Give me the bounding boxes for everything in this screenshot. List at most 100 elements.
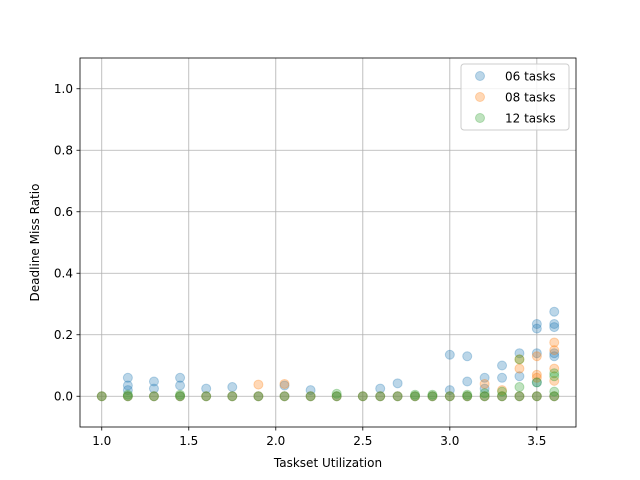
y-tick-label: 0.6 bbox=[54, 205, 73, 219]
data-point bbox=[531, 348, 542, 359]
data-point bbox=[201, 391, 212, 402]
data-point bbox=[410, 391, 421, 402]
data-point bbox=[549, 348, 560, 359]
y-axis-label: Deadline Miss Ratio bbox=[28, 184, 42, 302]
y-tick-label: 0.8 bbox=[54, 144, 73, 158]
data-point bbox=[410, 391, 421, 402]
data-point bbox=[514, 382, 525, 393]
data-point bbox=[514, 391, 525, 402]
data-point bbox=[375, 391, 386, 402]
data-point bbox=[392, 391, 403, 402]
data-point bbox=[427, 389, 438, 400]
data-point bbox=[549, 306, 560, 317]
data-point bbox=[531, 391, 542, 402]
data-point bbox=[227, 391, 238, 402]
data-point bbox=[148, 391, 159, 402]
data-point bbox=[331, 391, 342, 402]
data-point bbox=[175, 372, 186, 383]
y-tick-label: 0.2 bbox=[54, 328, 73, 342]
data-point bbox=[549, 375, 560, 386]
data-point bbox=[331, 391, 342, 402]
data-point bbox=[514, 371, 525, 382]
data-point bbox=[531, 318, 542, 329]
data-point bbox=[357, 391, 368, 402]
data-point bbox=[331, 391, 342, 402]
legend-entry-label: 06 tasks bbox=[505, 69, 556, 83]
data-point bbox=[444, 391, 455, 402]
data-point bbox=[279, 391, 290, 402]
data-point bbox=[427, 391, 438, 402]
data-point bbox=[531, 369, 542, 380]
data-point bbox=[549, 322, 560, 333]
data-point bbox=[531, 391, 542, 402]
data-point bbox=[514, 348, 525, 359]
data-point bbox=[375, 391, 386, 402]
data-point bbox=[479, 383, 490, 394]
data-point bbox=[549, 391, 560, 402]
data-point bbox=[96, 391, 107, 402]
data-point bbox=[175, 391, 186, 402]
data-point bbox=[253, 391, 264, 402]
data-point bbox=[462, 376, 473, 387]
y-tick-label: 0.4 bbox=[54, 267, 73, 281]
data-point bbox=[175, 391, 186, 402]
x-tick-label: 1.5 bbox=[179, 434, 198, 448]
data-point bbox=[175, 391, 186, 402]
data-point bbox=[279, 378, 290, 389]
plot-frame bbox=[79, 57, 577, 428]
data-point bbox=[514, 363, 525, 374]
data-point bbox=[514, 391, 525, 402]
x-tick-label: 2.5 bbox=[353, 434, 372, 448]
data-point bbox=[497, 391, 508, 402]
data-point bbox=[148, 376, 159, 387]
data-point bbox=[479, 388, 490, 399]
data-point bbox=[497, 391, 508, 402]
y-tick-label: 1.0 bbox=[54, 82, 73, 96]
data-point bbox=[497, 391, 508, 402]
data-point bbox=[279, 391, 290, 402]
axis-ticks: 1.0 1.5 2.0 2.5 3.0 3.5 0.0 0.2 0.4 0.6 0.8 1.0 bbox=[54, 82, 546, 448]
y-tick-label: 0.0 bbox=[54, 390, 73, 404]
data-point bbox=[96, 391, 107, 402]
data-point bbox=[305, 391, 316, 402]
legend-marker bbox=[475, 113, 485, 123]
data-point bbox=[331, 388, 342, 399]
data-point bbox=[462, 389, 473, 400]
data-point bbox=[427, 391, 438, 402]
data-point bbox=[227, 391, 238, 402]
data-point bbox=[392, 391, 403, 402]
data-point bbox=[514, 354, 525, 365]
data-point bbox=[531, 372, 542, 383]
data-point bbox=[514, 354, 525, 365]
data-point bbox=[148, 383, 159, 394]
data-point bbox=[497, 360, 508, 371]
data-point bbox=[253, 391, 264, 402]
data-point bbox=[357, 391, 368, 402]
data-point bbox=[122, 391, 133, 402]
data-point bbox=[462, 391, 473, 402]
data-point bbox=[148, 391, 159, 402]
data-point bbox=[122, 372, 133, 383]
data-point bbox=[549, 351, 560, 362]
data-point bbox=[531, 377, 542, 388]
data-points bbox=[96, 306, 560, 402]
data-point bbox=[201, 391, 212, 402]
data-point bbox=[122, 389, 133, 400]
data-point bbox=[122, 385, 133, 396]
data-point bbox=[462, 391, 473, 402]
data-point bbox=[392, 378, 403, 389]
data-point bbox=[444, 391, 455, 402]
legend-marker bbox=[475, 92, 485, 102]
data-point bbox=[549, 337, 560, 348]
data-point bbox=[410, 389, 421, 400]
data-point bbox=[122, 391, 133, 402]
data-point bbox=[305, 391, 316, 402]
data-point bbox=[549, 391, 560, 402]
data-point bbox=[444, 385, 455, 396]
data-point bbox=[444, 349, 455, 360]
data-point bbox=[227, 391, 238, 402]
data-point bbox=[479, 391, 490, 402]
data-point bbox=[497, 386, 508, 397]
data-point bbox=[549, 371, 560, 382]
